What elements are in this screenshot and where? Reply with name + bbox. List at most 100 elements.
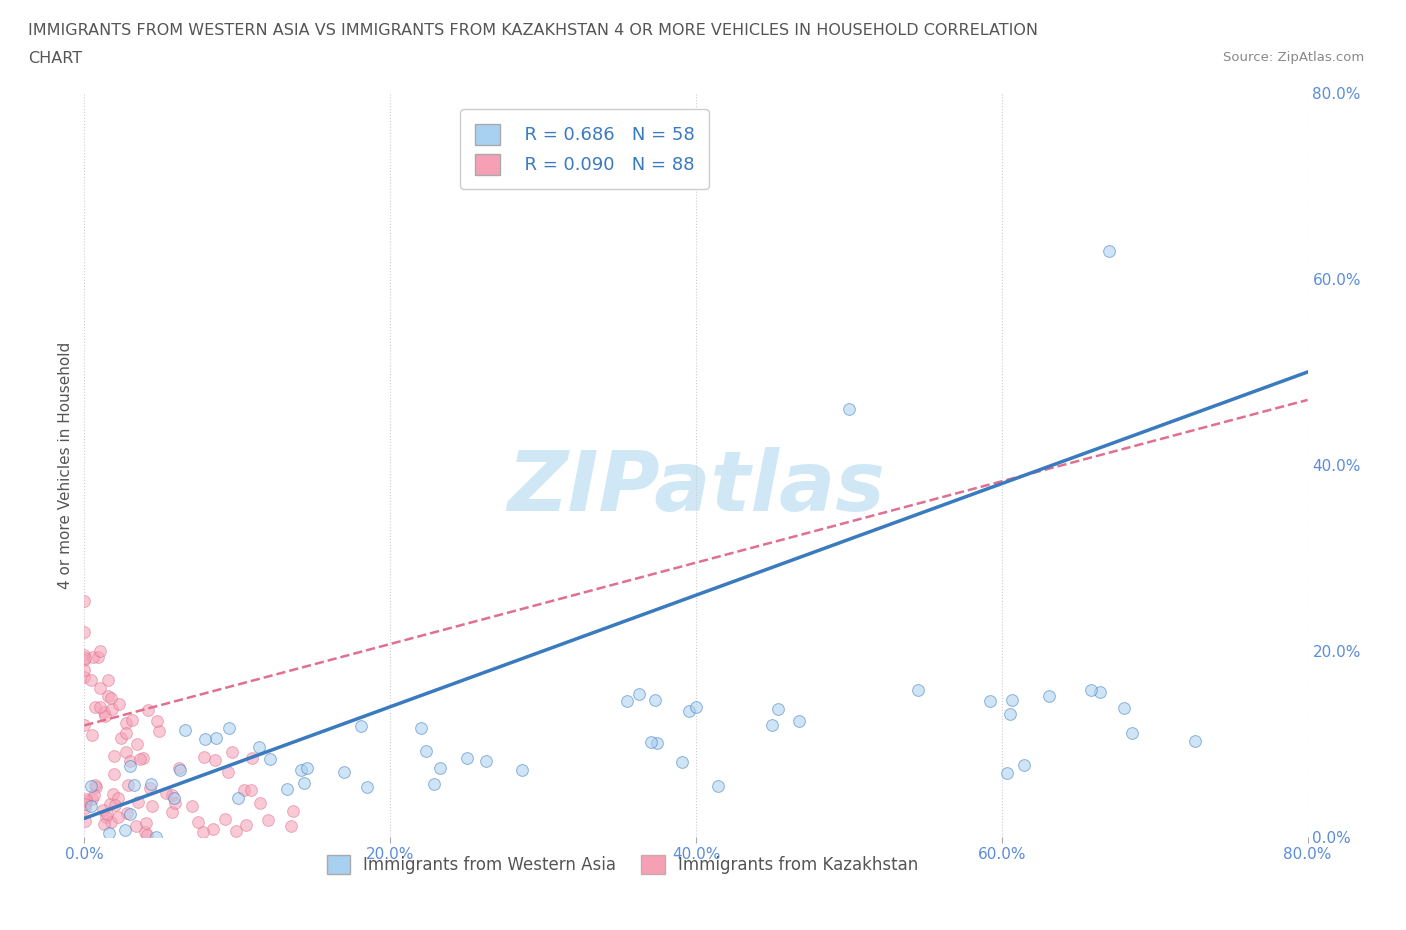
Point: [838, 402, 860, 417]
Point: [146, 714, 169, 729]
Text: ZIPatlas: ZIPatlas: [508, 446, 884, 528]
Point: [73, 662, 96, 677]
Point: [73, 594, 96, 609]
Point: [1088, 684, 1111, 699]
Point: [409, 721, 432, 736]
Point: [350, 718, 373, 733]
Point: [1121, 726, 1143, 741]
Point: [456, 751, 478, 765]
Point: [201, 821, 224, 836]
Point: [276, 782, 298, 797]
Point: [84, 779, 107, 794]
Point: [75, 813, 97, 828]
Point: [97, 672, 120, 687]
Point: [1098, 244, 1121, 259]
Point: [167, 760, 190, 775]
Point: [1080, 682, 1102, 697]
Point: [429, 761, 451, 776]
Point: [121, 712, 143, 727]
Point: [240, 751, 263, 766]
Y-axis label: 4 or more Vehicles in Household: 4 or more Vehicles in Household: [58, 341, 73, 589]
Point: [122, 777, 145, 792]
Point: [280, 818, 302, 833]
Point: [1000, 707, 1022, 722]
Point: [125, 818, 148, 833]
Point: [281, 804, 304, 818]
Point: [1112, 700, 1135, 715]
Point: [295, 761, 318, 776]
Point: [80, 792, 103, 807]
Point: [907, 683, 929, 698]
Point: [73, 796, 96, 811]
Point: [73, 648, 96, 663]
Point: [114, 823, 136, 838]
Point: [707, 779, 730, 794]
Point: [107, 809, 129, 824]
Point: [174, 723, 197, 737]
Point: [1038, 689, 1060, 704]
Point: [628, 687, 651, 702]
Point: [89, 644, 111, 658]
Point: [194, 731, 217, 746]
Point: [510, 763, 533, 777]
Point: [135, 828, 157, 843]
Point: [225, 824, 247, 839]
Point: [103, 786, 125, 801]
Point: [131, 751, 153, 765]
Point: [163, 790, 186, 805]
Point: [94, 709, 117, 724]
Point: [141, 798, 163, 813]
Point: [475, 754, 498, 769]
Point: [139, 781, 162, 796]
Point: [101, 701, 124, 716]
Point: [247, 739, 270, 754]
Point: [98, 797, 121, 812]
Point: [145, 830, 167, 844]
Point: [256, 813, 278, 828]
Point: [97, 688, 120, 703]
Point: [103, 766, 125, 781]
Point: [80, 672, 103, 687]
Point: [134, 825, 156, 840]
Point: [84, 700, 107, 715]
Point: [1001, 693, 1024, 708]
Point: [645, 736, 668, 751]
Point: [644, 692, 666, 707]
Point: [671, 755, 693, 770]
Point: [616, 694, 638, 709]
Point: [73, 717, 96, 732]
Point: [100, 815, 122, 830]
Point: [162, 788, 184, 803]
Point: [979, 694, 1001, 709]
Point: [125, 737, 148, 751]
Point: [115, 725, 138, 740]
Point: [93, 817, 115, 831]
Point: [75, 801, 97, 816]
Point: [115, 805, 138, 820]
Point: [136, 702, 159, 717]
Point: [995, 766, 1018, 781]
Legend: Immigrants from Western Asia, Immigrants from Kazakhstan: Immigrants from Western Asia, Immigrants…: [321, 848, 925, 881]
Point: [127, 794, 149, 809]
Point: [766, 701, 789, 716]
Text: IMMIGRANTS FROM WESTERN ASIA VS IMMIGRANTS FROM KAZAKHSTAN 4 OR MORE VEHICLES IN: IMMIGRANTS FROM WESTERN ASIA VS IMMIGRAN…: [28, 23, 1038, 38]
Point: [73, 653, 96, 668]
Point: [96, 806, 118, 821]
Point: [187, 815, 209, 830]
Point: [104, 798, 127, 813]
Point: [259, 752, 281, 767]
Point: [89, 681, 111, 696]
Point: [80, 799, 103, 814]
Point: [117, 777, 139, 792]
Point: [103, 749, 125, 764]
Point: [120, 806, 142, 821]
Point: [89, 699, 111, 714]
Point: [218, 721, 240, 736]
Point: [98, 826, 121, 841]
Point: [82, 728, 104, 743]
Point: [685, 699, 707, 714]
Point: [333, 764, 356, 779]
Point: [290, 762, 312, 777]
Point: [118, 754, 141, 769]
Point: [193, 825, 215, 840]
